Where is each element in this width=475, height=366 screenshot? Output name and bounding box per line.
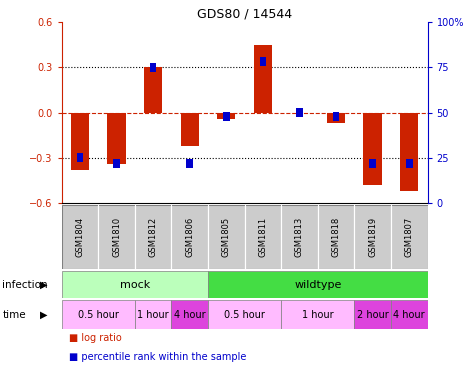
Bar xyxy=(406,159,412,168)
Bar xyxy=(245,205,281,269)
Text: GSM1818: GSM1818 xyxy=(332,217,341,257)
Title: GDS80 / 14544: GDS80 / 14544 xyxy=(197,8,292,21)
Bar xyxy=(296,108,303,117)
Text: GSM1812: GSM1812 xyxy=(149,217,158,257)
Bar xyxy=(318,205,354,269)
Bar xyxy=(144,67,162,113)
Text: GSM1810: GSM1810 xyxy=(112,217,121,257)
Bar xyxy=(107,113,126,164)
Bar xyxy=(327,113,345,123)
Bar xyxy=(62,300,135,329)
Text: wildtype: wildtype xyxy=(294,280,342,290)
Bar xyxy=(260,57,266,66)
Bar xyxy=(217,113,236,119)
Bar xyxy=(171,300,208,329)
Text: time: time xyxy=(2,310,26,320)
Text: mock: mock xyxy=(120,280,150,290)
Bar xyxy=(208,271,428,298)
Bar xyxy=(114,159,120,168)
Bar xyxy=(180,113,199,146)
Bar xyxy=(62,205,98,269)
Text: 0.5 hour: 0.5 hour xyxy=(78,310,119,320)
Bar xyxy=(71,113,89,170)
Text: 1 hour: 1 hour xyxy=(302,310,333,320)
Text: 4 hour: 4 hour xyxy=(174,310,206,320)
Text: GSM1811: GSM1811 xyxy=(258,217,267,257)
Bar xyxy=(62,271,208,298)
Bar xyxy=(135,300,171,329)
Text: GSM1819: GSM1819 xyxy=(368,217,377,257)
Bar xyxy=(208,300,281,329)
Text: 2 hour: 2 hour xyxy=(357,310,389,320)
Bar xyxy=(135,205,171,269)
Bar xyxy=(391,205,428,269)
Text: GSM1804: GSM1804 xyxy=(76,217,85,257)
Bar xyxy=(77,153,83,163)
Text: GSM1813: GSM1813 xyxy=(295,217,304,257)
Bar xyxy=(281,205,318,269)
Bar xyxy=(208,205,245,269)
Text: ▶: ▶ xyxy=(40,280,48,290)
Text: 4 hour: 4 hour xyxy=(393,310,425,320)
Bar xyxy=(400,113,418,191)
Text: ■ percentile rank within the sample: ■ percentile rank within the sample xyxy=(69,352,247,362)
Bar xyxy=(391,300,428,329)
Bar xyxy=(98,205,135,269)
Text: 0.5 hour: 0.5 hour xyxy=(224,310,265,320)
Text: 1 hour: 1 hour xyxy=(137,310,169,320)
Bar xyxy=(333,112,339,121)
Bar xyxy=(254,45,272,113)
Bar xyxy=(281,300,354,329)
Bar xyxy=(354,205,391,269)
Bar xyxy=(354,300,391,329)
Bar xyxy=(363,113,382,185)
Bar xyxy=(150,63,156,72)
Bar xyxy=(223,112,229,121)
Text: infection: infection xyxy=(2,280,48,290)
Bar xyxy=(171,205,208,269)
Bar xyxy=(370,159,376,168)
Bar xyxy=(187,159,193,168)
Text: GSM1807: GSM1807 xyxy=(405,217,414,257)
Text: GSM1806: GSM1806 xyxy=(185,217,194,257)
Text: GSM1805: GSM1805 xyxy=(222,217,231,257)
Text: ▶: ▶ xyxy=(40,310,48,320)
Text: ■ log ratio: ■ log ratio xyxy=(69,333,122,343)
